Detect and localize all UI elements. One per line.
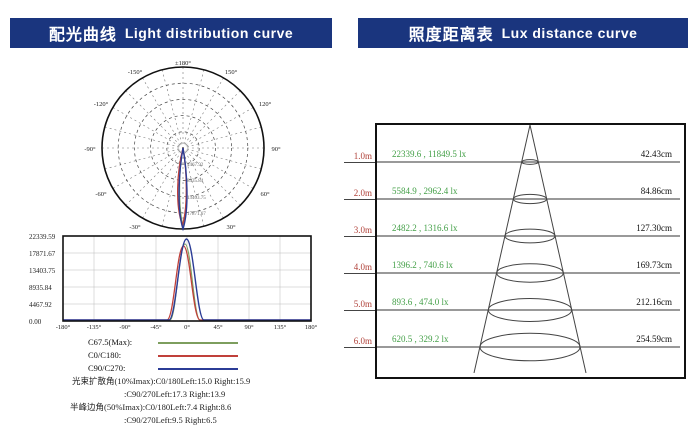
x-tick: 180° <box>304 324 318 331</box>
diameter-value: 169.73cm <box>636 260 672 270</box>
polar-ring-value-labels: 4467.92 8935.84 13403.75 17871.67 <box>187 163 206 217</box>
polar-angle-label: 150° <box>225 69 238 76</box>
right-header-zh: 照度距离表 <box>408 27 494 44</box>
distance-label: 4.0m <box>353 262 372 272</box>
x-tick: 0° <box>184 324 190 331</box>
x-tick: -180° <box>55 324 71 331</box>
diameter-value: 42.43cm <box>640 149 672 159</box>
distance-label: 6.0m <box>353 336 372 346</box>
beam-info-line-2: :C90/270Left:17.3 Right:13.9 <box>124 389 226 399</box>
distance-label: 3.0m <box>353 225 372 235</box>
legend-swatch-c0-c180 <box>158 355 238 357</box>
polar-angle-label: -60° <box>95 191 107 198</box>
cartesian-plot-border <box>62 235 312 322</box>
lux-value: 620.5 , 329.2 lx <box>392 334 449 344</box>
x-tick: -90° <box>119 324 131 331</box>
polar-angle-label: 60° <box>260 191 270 198</box>
lux-value: 893.6 , 474.0 lx <box>392 297 449 307</box>
left-header-en: Light distribution curve <box>124 25 294 41</box>
distance-tick <box>344 236 375 237</box>
distance-tick <box>344 347 375 348</box>
cartesian-curve-c90-c270 <box>63 238 311 321</box>
legend-label-c0-c180: C0/C180: <box>88 350 122 360</box>
lux-distance-box <box>375 123 686 379</box>
polar-angle-label: -150° <box>128 69 143 76</box>
polar-angle-label: ±180° <box>175 60 191 67</box>
y-tick: 0.00 <box>29 318 42 326</box>
right-panel-header: 照度距离表 Lux distance curve <box>358 18 688 48</box>
polar-angle-label: 30° <box>226 224 236 231</box>
legend-label-c90-c270: C90/C270: <box>88 363 126 373</box>
legend-label-c67: C67.5(Max): <box>88 337 133 347</box>
cartesian-gridlines <box>63 236 311 321</box>
polar-angle-label: -90° <box>84 146 96 153</box>
x-tick: -45° <box>150 324 162 331</box>
lux-value: 2482.2 , 1316.6 lx <box>392 223 458 233</box>
lux-value: 5584.9 , 2962.4 lx <box>392 186 458 196</box>
x-tick: 135° <box>273 324 287 331</box>
distance-lines <box>377 161 680 348</box>
polar-ring-value: 4467.92 <box>187 163 204 168</box>
polar-ring-value: 17871.67 <box>187 212 206 217</box>
polar-light-distribution-chart: ±180° -150° 150° -120° 120° -90° 90° -60… <box>84 60 281 232</box>
distance-tick <box>344 199 375 200</box>
lux-value: 22339.6 , 11849.5 lx <box>392 149 467 159</box>
cone-edges <box>473 124 587 374</box>
lux-cone-diagram <box>377 124 680 374</box>
lux-value: 1396.2 , 740.6 lx <box>392 260 454 270</box>
y-tick: 17871.67 <box>29 250 56 258</box>
y-tick: 22339.59 <box>29 233 56 241</box>
polar-ring-value: 8935.84 <box>187 179 204 184</box>
y-tick: 8935.84 <box>29 284 52 292</box>
polar-curve-c90-c270 <box>178 147 188 232</box>
beam-ellipses <box>479 159 581 362</box>
left-panel-header: 配光曲线 Light distribution curve <box>10 18 332 48</box>
distance-tick <box>344 273 375 274</box>
distance-label: 5.0m <box>353 299 372 309</box>
distance-label: 1.0m <box>353 151 372 161</box>
polar-grid-rings <box>117 82 249 214</box>
y-tick: 4467.92 <box>29 301 52 309</box>
distance-label: 2.0m <box>353 188 372 198</box>
legend-swatch-c67 <box>158 342 238 344</box>
polar-ring-value: 13403.75 <box>187 196 206 201</box>
x-tick: -135° <box>86 324 102 331</box>
beam-info-line-1: 光束扩散角(10%Imax):C0/180Left:15.0 Right:15.… <box>72 376 251 386</box>
distance-tick <box>344 162 375 163</box>
right-header-en: Lux distance curve <box>501 25 638 41</box>
cartesian-intensity-chart <box>62 235 312 322</box>
diameter-value: 127.30cm <box>636 223 672 233</box>
diameter-value: 254.59cm <box>636 334 672 344</box>
distance-tick <box>344 310 375 311</box>
left-header-zh: 配光曲线 <box>48 27 117 44</box>
diameter-value: 84.86cm <box>640 186 672 196</box>
x-tick: 90° <box>244 324 254 331</box>
polar-angle-label: -120° <box>94 101 109 108</box>
polar-angle-label: 120° <box>259 101 272 108</box>
legend-swatch-c90-c270 <box>158 368 238 370</box>
beam-info-line-4: :C90/270Left:9.5 Right:6.5 <box>124 415 217 425</box>
diameter-value: 212.16cm <box>636 297 672 307</box>
beam-info-line-3: 半峰边角(50%Imax):C0/180Left:7.4 Right:8.6 <box>70 402 232 412</box>
polar-angle-labels: ±180° -150° 150° -120° 120° -90° 90° -60… <box>84 60 281 231</box>
y-tick: 13403.75 <box>29 267 56 275</box>
polar-angle-label: 90° <box>271 146 281 153</box>
polar-angle-label: -30° <box>129 224 141 231</box>
x-tick: 45° <box>213 324 223 331</box>
